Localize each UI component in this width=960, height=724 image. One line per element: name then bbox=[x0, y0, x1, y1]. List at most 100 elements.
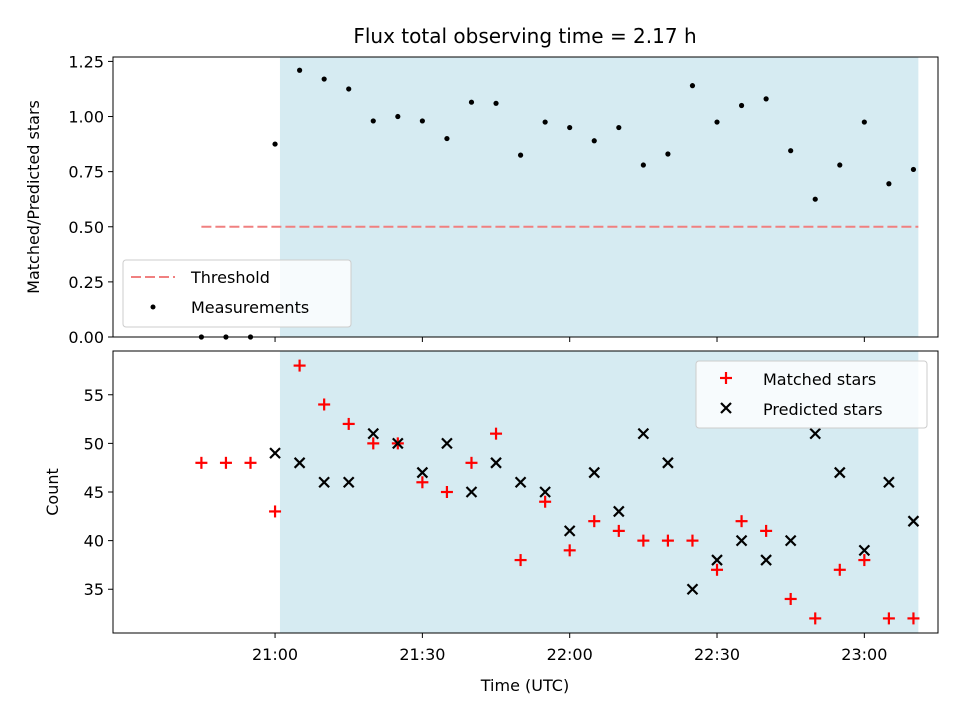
matched-star-point bbox=[686, 534, 699, 547]
x-tick-label: 22:30 bbox=[694, 645, 740, 664]
top-y-tick-label: 1.25 bbox=[68, 52, 104, 71]
predicted-star-point bbox=[342, 476, 355, 489]
measurement-point bbox=[763, 96, 769, 102]
matched-star-point bbox=[588, 515, 601, 528]
predicted-star-point bbox=[514, 476, 527, 489]
predicted-star-point bbox=[760, 554, 772, 566]
measurement-point bbox=[321, 76, 327, 82]
matched-star-point bbox=[318, 398, 331, 411]
measurement-point bbox=[689, 83, 696, 89]
measurement-point bbox=[370, 118, 376, 124]
matched-star-point bbox=[735, 515, 748, 528]
measurement-point bbox=[591, 138, 597, 144]
legend-measurements-swatch bbox=[150, 304, 156, 310]
top-panel: 0.00 0.25 0.50 0.75 1.00 1.25 Matched/Predict… bbox=[24, 52, 939, 347]
measurement-point bbox=[272, 141, 278, 147]
predicted-star-point bbox=[392, 437, 404, 450]
predicted-star-point bbox=[293, 457, 306, 469]
measurement-point bbox=[788, 148, 794, 154]
bottom-y-tick-label: 45 bbox=[84, 483, 104, 502]
x-tick-label: 21:30 bbox=[399, 645, 445, 664]
bottom-y-tick-label: 35 bbox=[84, 580, 104, 599]
measurement-point bbox=[910, 166, 917, 173]
matched-star-point bbox=[269, 505, 282, 518]
top-legend-frame bbox=[122, 259, 352, 328]
predicted-star-point bbox=[883, 476, 895, 489]
legend-predicted-swatch bbox=[720, 402, 732, 414]
legend-predicted-label: Predicted stars bbox=[763, 400, 883, 419]
measurement-point bbox=[640, 162, 646, 168]
measurement-point bbox=[886, 181, 892, 187]
measurement-point bbox=[837, 162, 843, 168]
matched-star-point bbox=[711, 563, 724, 576]
matched-star-point bbox=[490, 427, 503, 440]
bottom-y-axis-label: Count bbox=[43, 468, 62, 516]
matched-star-point bbox=[612, 524, 625, 537]
legend-matched-swatch bbox=[720, 372, 732, 384]
predicted-star-point bbox=[367, 427, 380, 440]
matched-star-point bbox=[342, 417, 355, 430]
top-y-tick-label: 0.00 bbox=[68, 328, 104, 347]
matched-star-point bbox=[760, 524, 773, 537]
predicted-star-point bbox=[711, 554, 723, 566]
top-y-axis-label: Matched/Predicted stars bbox=[24, 100, 43, 294]
bottom-legend-frame bbox=[695, 360, 928, 429]
predicted-star-point bbox=[735, 534, 748, 547]
predicted-star-point bbox=[637, 427, 650, 440]
legend-measurements-label: Measurements bbox=[191, 298, 309, 317]
matched-star-point bbox=[539, 495, 552, 508]
bottom-legend: Matched stars Predicted stars bbox=[695, 360, 928, 429]
predicted-star-point bbox=[563, 525, 576, 537]
measurement-point bbox=[714, 119, 720, 125]
matched-star-point bbox=[219, 456, 232, 469]
predicted-star-point bbox=[269, 447, 281, 459]
predicted-star-point bbox=[416, 466, 429, 479]
measurement-point bbox=[419, 118, 425, 124]
measurement-point bbox=[346, 86, 352, 92]
predicted-star-point bbox=[686, 583, 699, 596]
predicted-star-point bbox=[441, 437, 453, 450]
predicted-star-point bbox=[907, 515, 920, 527]
matched-star-point bbox=[563, 544, 576, 557]
bottom-y-tick-label: 50 bbox=[84, 434, 104, 453]
predicted-star-point bbox=[318, 476, 330, 489]
x-axis-label: Time (UTC) bbox=[480, 676, 569, 695]
x-tick-label: 22:00 bbox=[547, 645, 593, 664]
top-legend: Threshold Measurements bbox=[122, 259, 352, 328]
measurement-point bbox=[738, 102, 745, 109]
top-y-tick-label: 0.25 bbox=[68, 273, 104, 292]
matched-star-point bbox=[637, 534, 650, 547]
top-shaded-region bbox=[279, 57, 919, 337]
measurement-point bbox=[542, 119, 548, 125]
measurement-point bbox=[517, 152, 524, 158]
measurement-point bbox=[665, 151, 671, 157]
measurement-point bbox=[468, 99, 475, 105]
matched-star-point bbox=[809, 612, 822, 625]
predicted-star-point bbox=[588, 466, 601, 479]
matched-star-point bbox=[882, 612, 895, 625]
measurement-point bbox=[812, 196, 818, 202]
matched-star-point bbox=[440, 486, 453, 498]
measurement-point bbox=[567, 124, 573, 131]
top-plot-frame bbox=[112, 56, 939, 338]
matched-star-point bbox=[784, 592, 797, 605]
matched-star-point bbox=[465, 456, 478, 469]
matched-star-point bbox=[416, 476, 429, 489]
measurement-point bbox=[297, 67, 303, 73]
chart-title: Flux total observing time = 2.17 h bbox=[353, 24, 696, 48]
measurement-point bbox=[395, 113, 401, 120]
measurement-point bbox=[616, 124, 622, 131]
x-tick-label: 23:00 bbox=[841, 645, 887, 664]
top-y-tick-label: 0.50 bbox=[68, 218, 104, 237]
matched-star-point bbox=[293, 359, 306, 372]
predicted-star-point bbox=[834, 466, 846, 479]
bottom-panel: 35 40 45 50 55 21:00 21:30 22:00 22:30 23:00 Cou… bbox=[43, 350, 939, 695]
matched-star-point bbox=[367, 437, 380, 450]
predicted-star-point bbox=[784, 534, 797, 547]
predicted-star-point bbox=[539, 486, 551, 498]
predicted-star-point bbox=[858, 544, 871, 557]
matched-star-point bbox=[514, 554, 527, 567]
legend-matched-label: Matched stars bbox=[763, 370, 876, 389]
predicted-star-point bbox=[662, 457, 674, 469]
